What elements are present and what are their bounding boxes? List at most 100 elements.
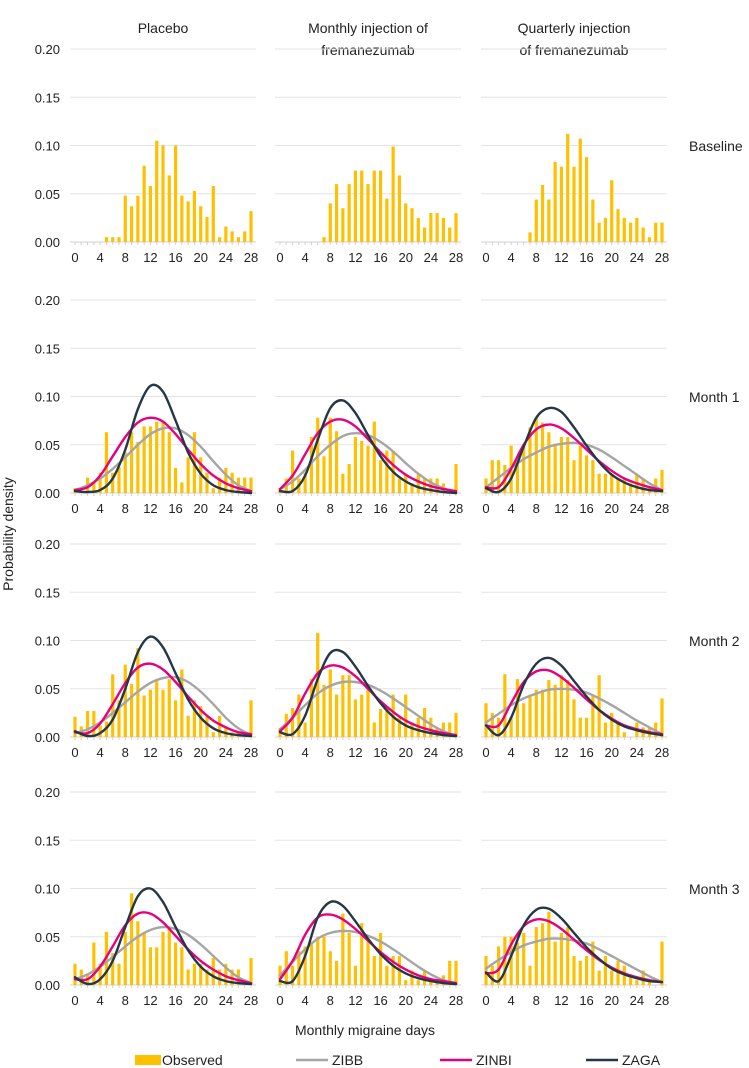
x-tick-label: 16 bbox=[168, 250, 182, 265]
zibb-curve bbox=[73, 925, 253, 985]
legend-item-zinbi: ZINBI bbox=[440, 1052, 512, 1068]
x-tick-label: 20 bbox=[398, 501, 412, 516]
observed-bar-6 bbox=[111, 237, 115, 242]
zibb-curve bbox=[484, 687, 664, 736]
x-tick-label: 12 bbox=[348, 745, 362, 760]
x-tick-label: 28 bbox=[244, 501, 258, 516]
observed-bar-3 bbox=[92, 942, 96, 985]
observed-bar-18 bbox=[391, 956, 395, 985]
y-tick-label: 0.20 bbox=[35, 785, 60, 800]
x-tick-label: 8 bbox=[122, 993, 129, 1008]
observed-bar-17 bbox=[591, 694, 595, 737]
row-label-month-2: Month 2 bbox=[689, 633, 740, 649]
observed-bar-13 bbox=[566, 927, 570, 985]
observed-bar-9 bbox=[334, 694, 339, 737]
x-tick-label: 28 bbox=[449, 501, 463, 516]
observed-bar-15 bbox=[167, 927, 171, 985]
observed-bar-19 bbox=[603, 722, 608, 737]
observed-bar-1 bbox=[490, 712, 494, 737]
observed-bar-19 bbox=[192, 190, 197, 242]
observed-bar-11 bbox=[142, 695, 146, 737]
y-tick-label: 0.00 bbox=[35, 486, 60, 501]
observed-bar-28 bbox=[660, 698, 664, 737]
column-header-monthly-line1: Monthly injection of bbox=[308, 20, 428, 36]
observed-bar-25 bbox=[435, 213, 439, 242]
observed-bar-9 bbox=[540, 923, 545, 985]
x-tick-label: 28 bbox=[655, 745, 669, 760]
observed-bar-10 bbox=[136, 921, 140, 985]
observed-bar-28 bbox=[454, 712, 458, 737]
x-tick-label: 16 bbox=[168, 745, 182, 760]
observed-bar-8 bbox=[534, 689, 538, 737]
zinbi-curve bbox=[278, 418, 458, 493]
x-tick-label: 4 bbox=[97, 993, 104, 1008]
x-tick-label: 8 bbox=[327, 993, 334, 1008]
observed-bar-23 bbox=[217, 715, 222, 737]
observed-bar-9 bbox=[334, 184, 339, 242]
observed-bar-23 bbox=[628, 975, 633, 985]
observed-bar-12 bbox=[353, 170, 358, 242]
y-tick-label: 0.10 bbox=[35, 882, 60, 897]
x-tick-label: 24 bbox=[424, 745, 438, 760]
x-tick-label: 4 bbox=[508, 501, 515, 516]
observed-bar-7 bbox=[117, 700, 121, 737]
x-tick-label: 24 bbox=[219, 250, 233, 265]
observed-bar-23 bbox=[628, 222, 633, 242]
observed-bar-24 bbox=[429, 717, 433, 737]
observed-bar-14 bbox=[366, 941, 370, 985]
observed-bar-2 bbox=[290, 450, 295, 493]
observed-bar-18 bbox=[597, 675, 601, 737]
observed-bar-10 bbox=[341, 913, 345, 985]
observed-bar-19 bbox=[603, 217, 608, 242]
x-tick-label: 4 bbox=[302, 501, 309, 516]
observed-bar-26 bbox=[441, 722, 446, 737]
observed-bar-22 bbox=[211, 488, 215, 493]
x-tick-label: 8 bbox=[327, 745, 334, 760]
zaga-curve bbox=[278, 399, 458, 495]
panel-month-2-col1: 0.00 0.05 0.10 0.15 0.20 0 4 8 12 16 20 24 28 bbox=[35, 537, 259, 760]
observed-bar-12 bbox=[559, 437, 564, 493]
observed-bar-20 bbox=[199, 706, 203, 737]
observed-bar-7 bbox=[322, 936, 326, 985]
observed-bar-12 bbox=[353, 699, 358, 737]
panel-month-1-col1: 0.00 0.05 0.10 0.15 0.20 0 4 8 12 16 20 24 28 bbox=[35, 293, 259, 516]
observed-bar-24 bbox=[429, 980, 433, 985]
observed-bar-9 bbox=[540, 185, 545, 242]
observed-bar-14 bbox=[161, 931, 165, 985]
observed-bar-19 bbox=[397, 175, 402, 242]
x-tick-label: 0 bbox=[482, 745, 489, 760]
x-tick-label: 24 bbox=[424, 993, 438, 1008]
zaga-curve bbox=[278, 648, 458, 738]
observed-bar-5 bbox=[515, 679, 520, 737]
observed-bar-17 bbox=[591, 941, 595, 985]
observed-bar-8 bbox=[123, 931, 127, 985]
x-tick-label: 28 bbox=[655, 993, 669, 1008]
observed-bar-16 bbox=[173, 467, 178, 493]
column-header-monthly-line2: fremanezumab bbox=[321, 42, 415, 58]
observed-bar-15 bbox=[167, 432, 171, 493]
y-tick-label: 0.05 bbox=[35, 187, 60, 202]
x-tick-label: 4 bbox=[97, 250, 104, 265]
observed-bar-6 bbox=[522, 703, 526, 737]
observed-bar-14 bbox=[572, 166, 576, 242]
observed-bar-12 bbox=[353, 965, 358, 985]
observed-bar-28 bbox=[660, 469, 664, 493]
observed-bar-8 bbox=[534, 199, 538, 242]
observed-bar-19 bbox=[397, 478, 402, 493]
x-tick-label: 28 bbox=[449, 250, 463, 265]
observed-bar-1 bbox=[490, 460, 494, 493]
observed-bar-7 bbox=[117, 466, 121, 493]
observed-bar-13 bbox=[360, 440, 364, 493]
observed-bar-16 bbox=[173, 942, 178, 985]
x-tick-label: 12 bbox=[348, 250, 362, 265]
y-tick-label: 0.15 bbox=[35, 341, 60, 356]
observed-bar-22 bbox=[416, 217, 420, 242]
x-tick-label: 4 bbox=[302, 993, 309, 1008]
x-tick-label: 16 bbox=[168, 993, 182, 1008]
observed-bar-25 bbox=[230, 472, 234, 493]
observed-bar-2 bbox=[290, 965, 295, 985]
x-tick-label: 4 bbox=[508, 250, 515, 265]
observed-bar-5 bbox=[309, 941, 314, 985]
observed-bar-24 bbox=[224, 226, 228, 242]
x-tick-label: 20 bbox=[193, 250, 207, 265]
